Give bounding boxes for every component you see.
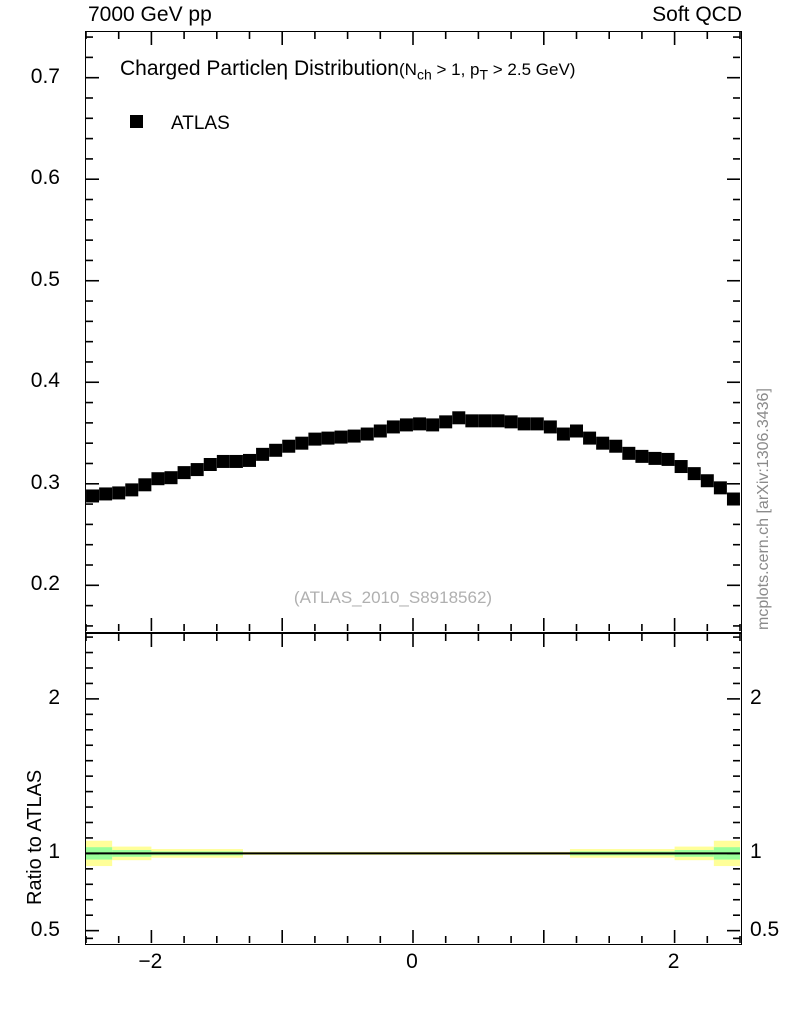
data-point xyxy=(439,415,453,429)
data-point xyxy=(151,472,165,486)
data-point xyxy=(334,430,348,444)
data-point xyxy=(308,432,322,446)
data-point xyxy=(622,446,636,460)
data-point xyxy=(687,467,701,481)
data-point xyxy=(243,453,256,467)
analysis-watermark: (ATLAS_2010_S8918562) xyxy=(293,588,493,607)
side-credit: mcplots.cern.ch [arXiv:1306.3436] xyxy=(755,335,779,635)
y-tick-label-ratio-1: 1 xyxy=(48,840,60,864)
data-point xyxy=(347,429,361,443)
data-point xyxy=(229,454,243,468)
plot-title: Charged Particleη Distribution(Nch > 1, … xyxy=(120,57,576,83)
y-tick-label-main-2: 0.4 xyxy=(30,369,60,393)
data-point xyxy=(583,431,597,445)
ratio-plot-panel xyxy=(85,633,742,945)
legend: ATLAS xyxy=(130,113,230,135)
data-point xyxy=(125,483,139,497)
data-point xyxy=(609,439,623,453)
data-point xyxy=(399,418,413,432)
data-point xyxy=(177,466,191,480)
y-tick-label-main-0: 0.2 xyxy=(30,572,60,596)
data-series-atlas xyxy=(86,411,740,506)
data-point xyxy=(530,417,544,431)
data-point xyxy=(86,489,100,503)
data-point xyxy=(99,487,113,501)
x-tick-label-2: 2 xyxy=(667,950,680,973)
data-point xyxy=(713,481,727,495)
data-point xyxy=(570,424,583,438)
data-point xyxy=(112,486,126,500)
data-point xyxy=(164,471,178,485)
y-tick-label-main-1: 0.3 xyxy=(30,470,60,494)
data-point xyxy=(543,420,557,434)
main-plot-canvas xyxy=(85,32,741,631)
ratio-plot-canvas xyxy=(85,634,741,943)
data-point xyxy=(700,474,714,488)
legend-label-atlas: ATLAS xyxy=(171,113,230,134)
ratio-axis-label: Ratio to ATLAS xyxy=(24,690,50,910)
y-tick-label-main-4: 0.6 xyxy=(30,166,60,190)
data-point xyxy=(373,424,387,438)
title-cut: (N xyxy=(399,60,417,79)
y-tick-label-ratio-right-1: 1 xyxy=(750,840,762,864)
main-plot-panel xyxy=(85,31,742,633)
data-point xyxy=(674,460,688,474)
x-tick-label-1: 0 xyxy=(406,950,418,973)
data-point xyxy=(504,415,518,429)
data-point xyxy=(556,427,570,441)
y-tick-label-ratio-right-0: 0.5 xyxy=(750,917,780,941)
data-point xyxy=(491,414,505,428)
data-point xyxy=(295,436,309,450)
data-point xyxy=(596,436,610,450)
header-beam-label: 7000 GeV pp xyxy=(88,3,212,26)
y-tick-label-ratio-0: 0.5 xyxy=(30,917,60,941)
side-credit-text: mcplots.cern.ch [arXiv:1306.3436] xyxy=(755,388,772,630)
y-tick-label-main-3: 0.5 xyxy=(30,267,60,291)
y-tick-label-main-5: 0.7 xyxy=(30,64,60,88)
data-point xyxy=(138,478,152,492)
data-point xyxy=(256,447,270,461)
data-point xyxy=(648,451,662,465)
legend-marker-atlas xyxy=(130,115,143,128)
data-point xyxy=(216,454,230,468)
data-point xyxy=(635,449,649,463)
data-point xyxy=(661,452,675,466)
y-tick-label-ratio-2: 2 xyxy=(48,685,60,709)
data-point xyxy=(360,427,374,441)
data-point xyxy=(203,457,217,471)
data-point xyxy=(452,411,466,425)
data-point xyxy=(465,414,479,428)
data-point xyxy=(426,418,440,432)
data-point xyxy=(386,420,400,434)
data-point xyxy=(517,417,531,431)
data-point xyxy=(282,439,296,453)
data-point xyxy=(726,492,740,506)
header-process-label: Soft QCD xyxy=(652,3,742,26)
data-point xyxy=(478,414,492,428)
y-tick-label-ratio-right-2: 2 xyxy=(750,685,762,709)
data-point xyxy=(413,417,427,431)
data-point xyxy=(321,431,335,445)
data-point xyxy=(190,463,204,477)
x-tick-label-0: −2 xyxy=(138,950,163,973)
data-point xyxy=(269,443,283,457)
ratio-axis-label-text: Ratio to ATLAS xyxy=(24,769,46,905)
